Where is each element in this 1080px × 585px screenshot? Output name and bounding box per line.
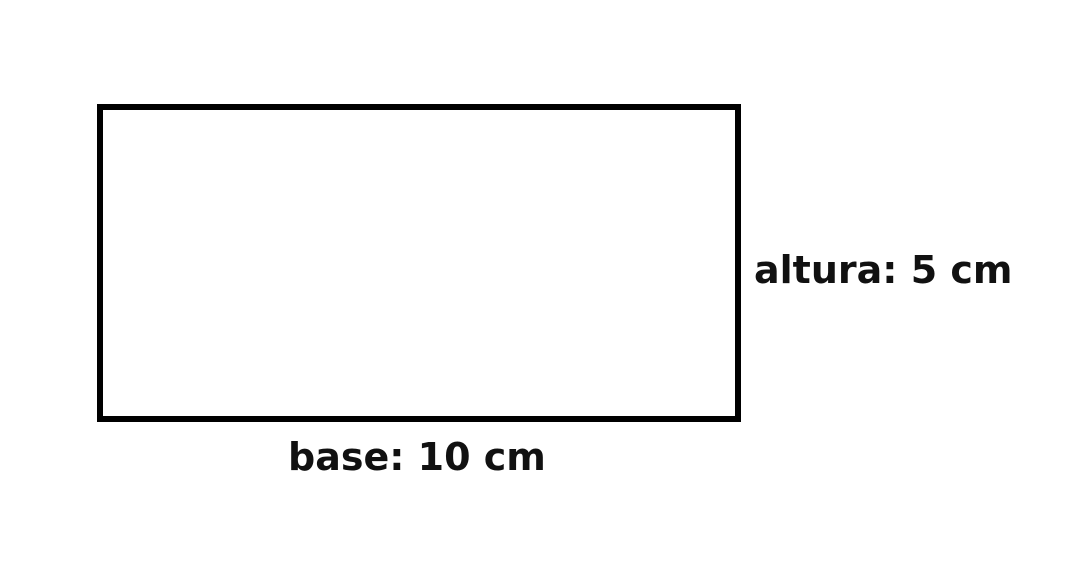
base-label: base: 10 cm (288, 435, 546, 479)
rectangle-shape (97, 104, 741, 422)
height-label: altura: 5 cm (754, 248, 1013, 292)
